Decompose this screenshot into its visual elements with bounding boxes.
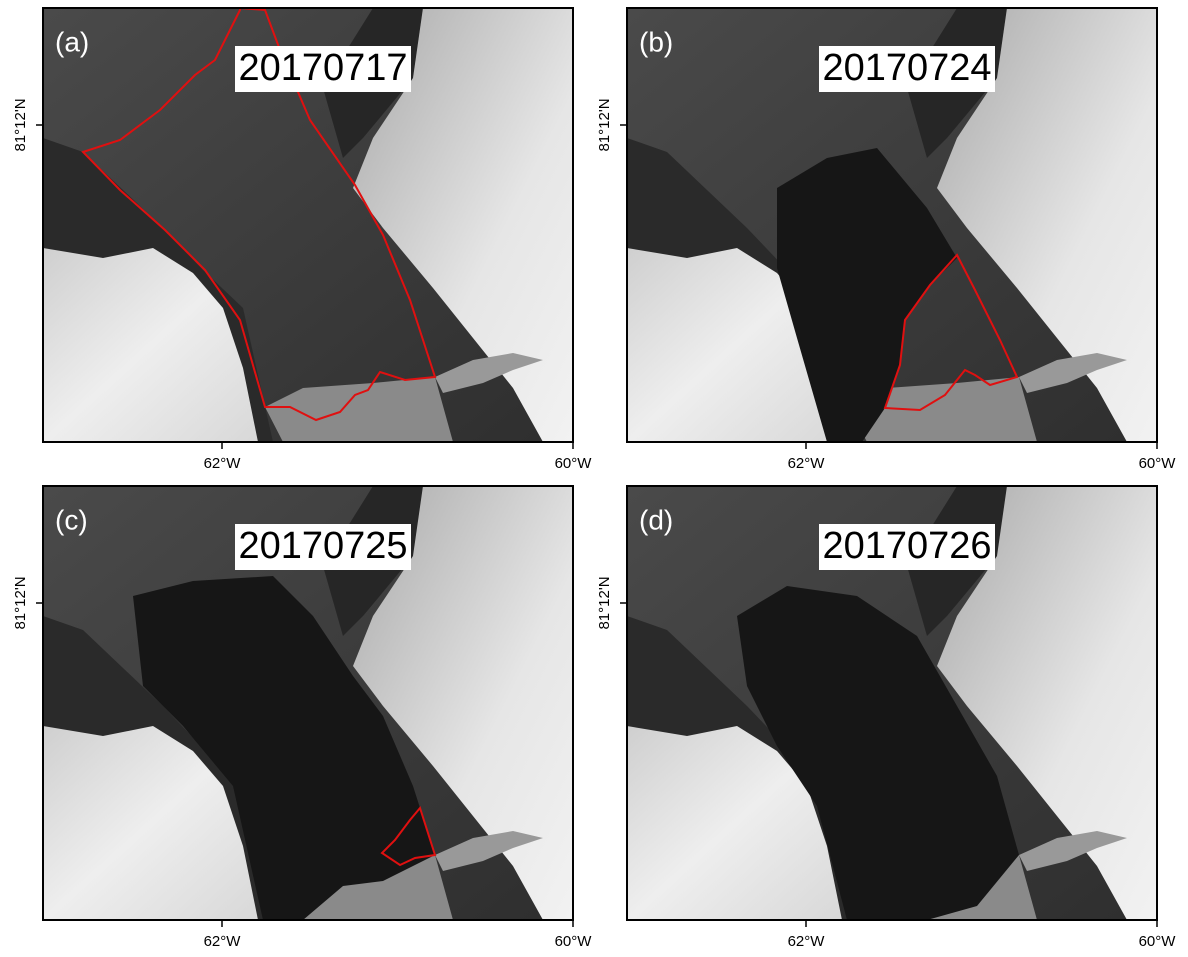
date-label: 20170725 bbox=[238, 525, 407, 567]
lon-label: 60°W bbox=[555, 933, 593, 950]
lon-label: 62°W bbox=[204, 933, 242, 950]
lat-label: 81°12'N bbox=[12, 576, 29, 629]
lon-label: 60°W bbox=[555, 455, 593, 472]
panel-label: (b) bbox=[639, 26, 673, 57]
map-panel: (a) 20170717 81°12'N 62°W 60°W bbox=[12, 8, 592, 472]
lon-label: 62°W bbox=[788, 455, 826, 472]
lon-label: 60°W bbox=[1139, 455, 1177, 472]
lon-label: 62°W bbox=[788, 933, 826, 950]
map-panel: (c) 20170725 81°12'N 62°W 60°W bbox=[12, 486, 592, 950]
lon-label: 60°W bbox=[1139, 933, 1177, 950]
date-label: 20170724 bbox=[822, 47, 991, 89]
date-label: 20170717 bbox=[238, 47, 407, 89]
panel-label: (a) bbox=[55, 26, 89, 57]
figure: (a) 20170717 81°12'N 62°W 60°W (b) 20170724 81°… bbox=[0, 0, 1188, 957]
lat-label: 81°12'N bbox=[596, 98, 613, 151]
page: {"panels": [ {"label": "(a)", "date": "2… bbox=[0, 0, 1188, 957]
map-panel: (b) 20170724 81°12'N 62°W 60°W bbox=[596, 8, 1176, 472]
lat-label: 81°12'N bbox=[596, 576, 613, 629]
date-label: 20170726 bbox=[822, 525, 991, 567]
lat-label: 81°12'N bbox=[12, 98, 29, 151]
lon-label: 62°W bbox=[204, 455, 242, 472]
panel-label: (d) bbox=[639, 504, 673, 535]
map-panel: (d) 20170726 81°12'N 62°W 60°W bbox=[596, 486, 1176, 950]
panel-label: (c) bbox=[55, 504, 88, 535]
